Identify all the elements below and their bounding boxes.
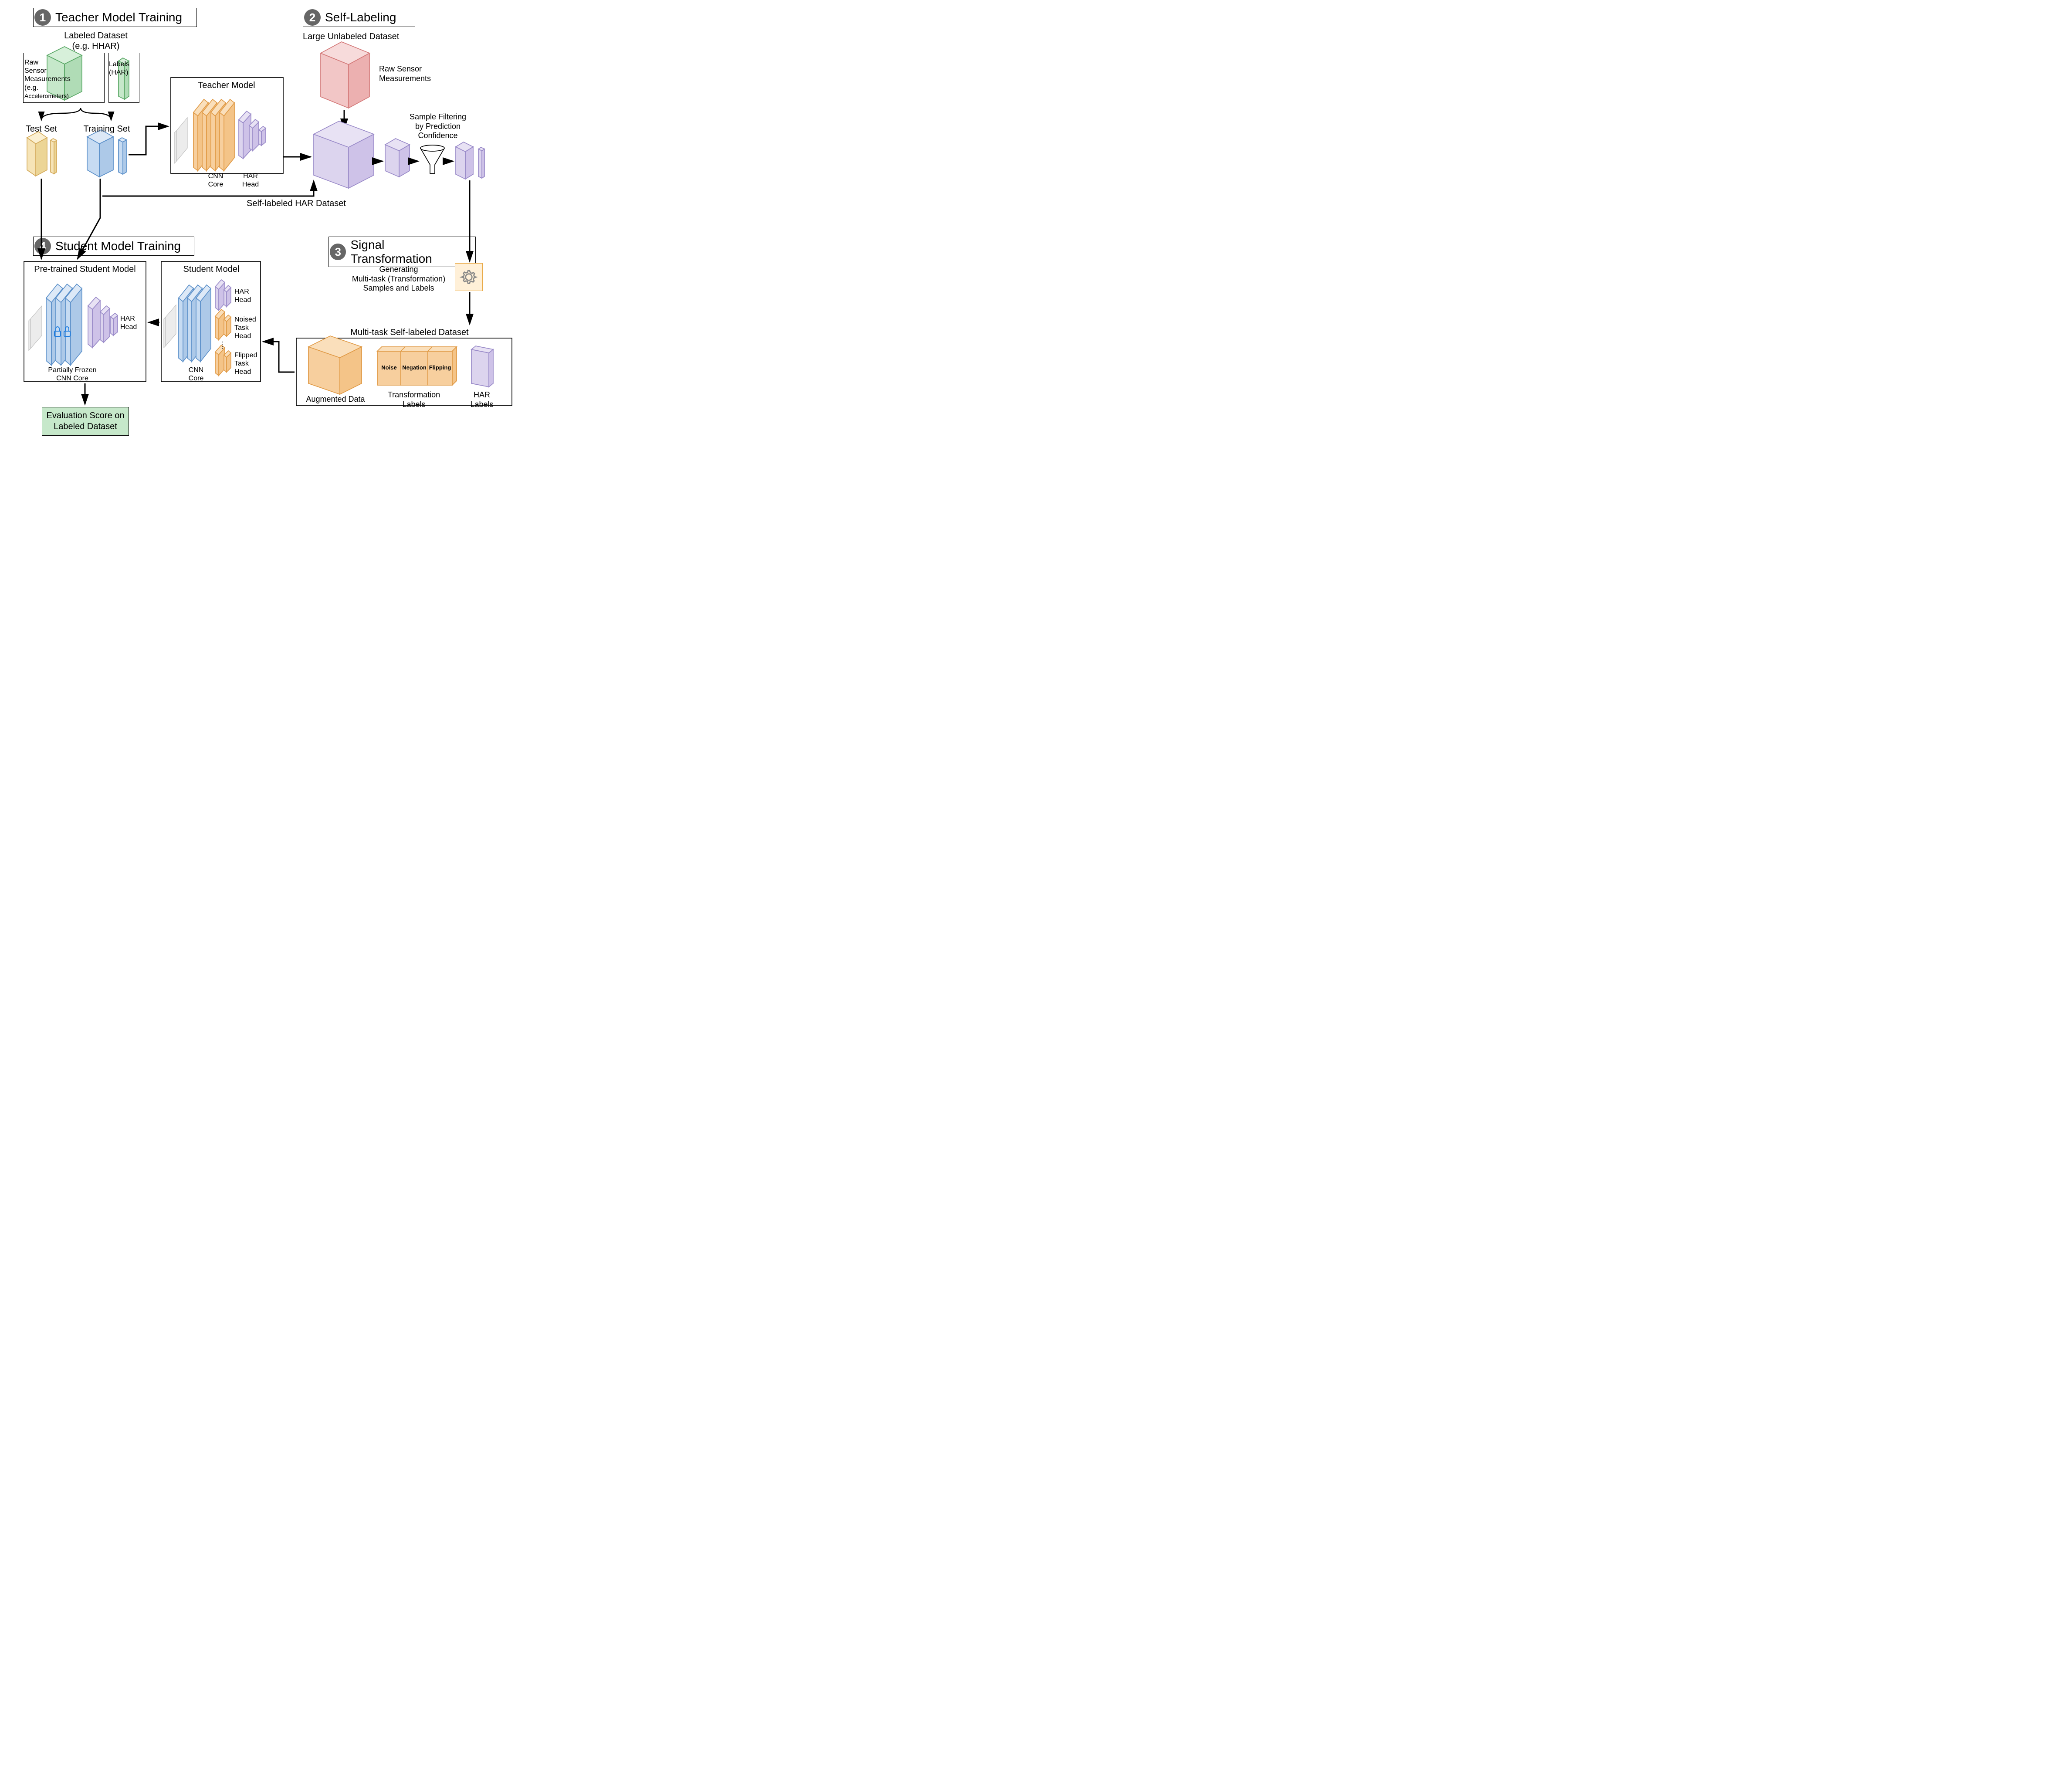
self-labeled-label: Self-labeled HAR Dataset bbox=[231, 198, 362, 209]
test-set-label: Test Set bbox=[22, 124, 61, 134]
noised-label: NoisedTaskHead bbox=[234, 315, 261, 341]
pretrained-label: Pre-trained Student Model bbox=[25, 264, 145, 274]
generating-label: Generating Multi-task (Transformation) S… bbox=[344, 265, 453, 293]
section-4-header: 4 Student Model Training bbox=[33, 237, 194, 256]
large-unlabeled-label: Large Unlabeled Dataset bbox=[303, 31, 425, 42]
training-set-block bbox=[87, 130, 113, 177]
badge-3: 3 bbox=[330, 244, 346, 260]
lock-icon bbox=[54, 327, 61, 336]
labeled-dataset-label: Labeled Dataset (e.g. HHAR) bbox=[57, 30, 135, 51]
gear-box bbox=[455, 263, 483, 291]
noise-label: Noise bbox=[377, 364, 401, 371]
gear-icon bbox=[459, 268, 478, 287]
section-3-header: 3 Signal Transformation bbox=[329, 237, 476, 267]
eval-box: Evaluation Score on Labeled Dataset bbox=[42, 407, 129, 436]
student-har-label: HARHead bbox=[234, 288, 259, 304]
badge-1: 1 bbox=[34, 9, 51, 26]
badge-2: 2 bbox=[304, 9, 321, 26]
sample-filtering-label: Sample Filtering by Prediction Confidenc… bbox=[401, 112, 475, 141]
section-2-title: Self-Labeling bbox=[325, 10, 396, 24]
student-model-label: Student Model bbox=[166, 264, 257, 274]
flipping-label: Flipping bbox=[428, 364, 452, 371]
diagram-canvas: 1 Teacher Model Training 2 Self-Labeling… bbox=[0, 0, 516, 448]
augmented-label: Augmented Data bbox=[301, 395, 370, 404]
raw-sensor-b-label: Raw SensorMeasurements bbox=[379, 64, 440, 83]
flipped-label: FlippedTaskHead bbox=[234, 351, 261, 376]
partially-frozen-label: Partially FrozenCNN Core bbox=[42, 366, 103, 383]
har-head-label: HARHead bbox=[240, 172, 261, 189]
test-set-block bbox=[27, 132, 47, 176]
transformation-label: TransformationLabels bbox=[379, 390, 449, 409]
section-1-header: 1 Teacher Model Training bbox=[33, 8, 197, 27]
section-3-title: Signal Transformation bbox=[350, 238, 467, 266]
section-1-title: Teacher Model Training bbox=[55, 10, 182, 24]
training-set-label: Training Set bbox=[78, 124, 135, 134]
pretrained-har-label: HARHead bbox=[120, 315, 143, 331]
raw-sensor-label: Raw Sensor Measurements (e.g. Accelerome… bbox=[24, 58, 49, 100]
teacher-model-label: Teacher Model bbox=[172, 80, 281, 91]
section-2-header: 2 Self-Labeling bbox=[303, 8, 415, 27]
red-unlabeled-block bbox=[321, 42, 369, 108]
section-4-title: Student Model Training bbox=[55, 239, 181, 253]
student-cnn-label: CNNCore bbox=[183, 366, 209, 383]
lock-icon bbox=[64, 327, 70, 336]
labels-har-label: Labels (HAR) bbox=[109, 60, 128, 77]
negation-label: Negation bbox=[401, 364, 428, 371]
cnn-core-label: CNNCore bbox=[205, 172, 227, 189]
har-labels-label: HARLabels bbox=[464, 390, 499, 409]
badge-4: 4 bbox=[34, 238, 51, 254]
multitask-label: Multi-task Self-labeled Dataset bbox=[344, 327, 475, 338]
